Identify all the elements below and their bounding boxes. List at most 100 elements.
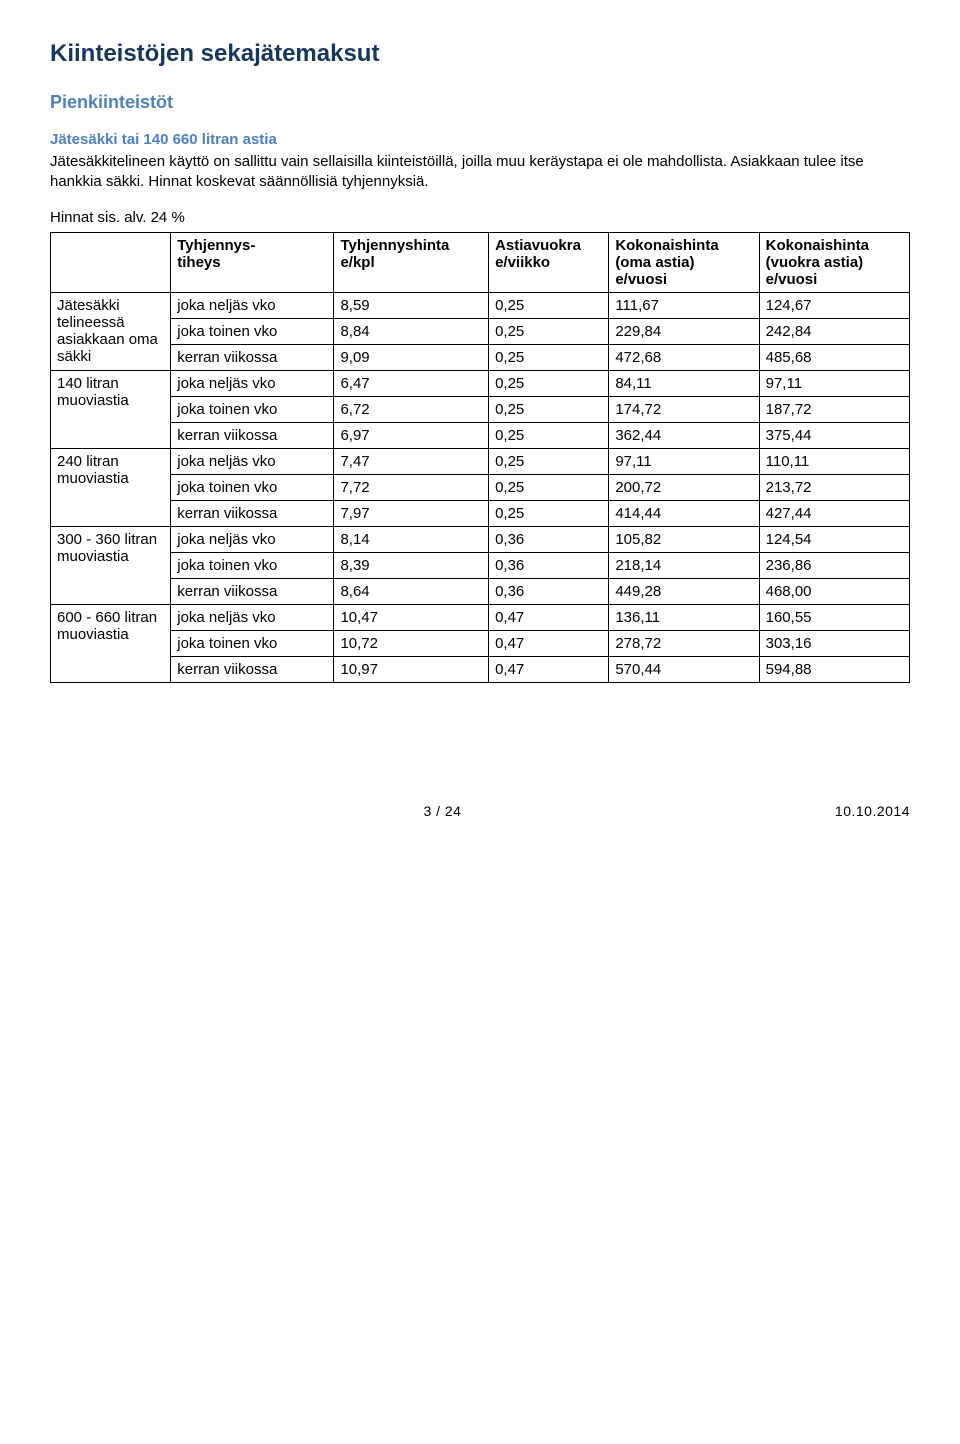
table-row: kerran viikossa9,090,25472,68485,68 [51,344,910,370]
table-row: kerran viikossa6,970,25362,44375,44 [51,422,910,448]
table-cell: 0,25 [489,370,609,396]
table-row: joka toinen vko8,390,36218,14236,86 [51,552,910,578]
table-cell: kerran viikossa [171,500,334,526]
table-cell: 0,36 [489,578,609,604]
table-cell: 0,47 [489,604,609,630]
table-cell: 303,16 [759,630,909,656]
table-cell: 0,25 [489,474,609,500]
table-cell: 468,00 [759,578,909,604]
price-table: Tyhjennys- tiheysTyhjennyshinta e/kplAst… [50,232,910,683]
table-cell: joka neljäs vko [171,292,334,318]
column-header: Kokonaishinta (vuokra astia) e/vuosi [759,232,909,292]
page-title: Kiinteistöjen sekajätemaksut [50,40,910,68]
group-label: 600 - 660 litran muoviastia [51,604,171,682]
table-cell: joka toinen vko [171,474,334,500]
column-header: Tyhjennyshinta e/kpl [334,232,489,292]
table-cell: 105,82 [609,526,759,552]
table-cell: 414,44 [609,500,759,526]
table-cell: 427,44 [759,500,909,526]
table-header: Tyhjennys- tiheysTyhjennyshinta e/kplAst… [51,232,910,292]
table-row: kerran viikossa7,970,25414,44427,44 [51,500,910,526]
table-cell: 111,67 [609,292,759,318]
table-row: 140 litran muoviastiajoka neljäs vko6,47… [51,370,910,396]
table-cell: 0,47 [489,656,609,682]
table-cell: 10,72 [334,630,489,656]
table-row: joka toinen vko6,720,25174,72187,72 [51,396,910,422]
table-cell: kerran viikossa [171,578,334,604]
table-cell: 97,11 [759,370,909,396]
table-cell: 136,11 [609,604,759,630]
section-title: Pienkiinteistöt [50,92,910,113]
group-label: 300 - 360 litran muoviastia [51,526,171,604]
table-cell: 236,86 [759,552,909,578]
table-cell: 6,47 [334,370,489,396]
table-row: Jätesäkki telineessä asiakkaan oma säkki… [51,292,910,318]
table-row: 240 litran muoviastiajoka neljäs vko7,47… [51,448,910,474]
group-label: 240 litran muoviastia [51,448,171,526]
table-cell: kerran viikossa [171,422,334,448]
table-cell: 7,72 [334,474,489,500]
table-cell: 10,47 [334,604,489,630]
table-cell: 174,72 [609,396,759,422]
table-cell: 200,72 [609,474,759,500]
table-row: joka toinen vko7,720,25200,72213,72 [51,474,910,500]
group-label: 140 litran muoviastia [51,370,171,448]
table-cell: joka neljäs vko [171,604,334,630]
table-cell: 0,47 [489,630,609,656]
table-cell: kerran viikossa [171,344,334,370]
table-cell: 84,11 [609,370,759,396]
table-cell: joka toinen vko [171,630,334,656]
table-cell: 213,72 [759,474,909,500]
column-header: Astiavuokra e/viikko [489,232,609,292]
table-cell: 0,25 [489,292,609,318]
subsection-title: Jätesäkki tai 140 660 litran astia [50,131,910,148]
table-cell: 0,25 [489,344,609,370]
table-cell: 0,25 [489,500,609,526]
table-cell: 8,59 [334,292,489,318]
table-cell: 229,84 [609,318,759,344]
table-cell: 362,44 [609,422,759,448]
table-cell: 0,25 [489,422,609,448]
table-cell: 278,72 [609,630,759,656]
table-cell: 0,25 [489,396,609,422]
table-cell: joka neljäs vko [171,526,334,552]
table-cell: 485,68 [759,344,909,370]
table-cell: 0,36 [489,526,609,552]
page-footer: 3 / 24 10.10.2014 [50,803,910,819]
table-cell: 110,11 [759,448,909,474]
table-row: 600 - 660 litran muoviastiajoka neljäs v… [51,604,910,630]
table-cell: 0,36 [489,552,609,578]
table-cell: 7,47 [334,448,489,474]
table-cell: joka neljäs vko [171,370,334,396]
table-cell: 124,54 [759,526,909,552]
footer-date: 10.10.2014 [835,803,910,819]
table-cell: 8,39 [334,552,489,578]
table-cell: 7,97 [334,500,489,526]
column-header: Kokonaishinta (oma astia) e/vuosi [609,232,759,292]
table-cell: 6,72 [334,396,489,422]
table-row: joka toinen vko8,840,25229,84242,84 [51,318,910,344]
table-cell: 124,67 [759,292,909,318]
table-cell: 187,72 [759,396,909,422]
table-cell: 594,88 [759,656,909,682]
page-number: 3 / 24 [50,803,835,819]
table-cell: 8,64 [334,578,489,604]
table-cell: 0,25 [489,448,609,474]
table-cell: 449,28 [609,578,759,604]
table-cell: 8,84 [334,318,489,344]
table-cell: 242,84 [759,318,909,344]
table-cell: 570,44 [609,656,759,682]
column-header: Tyhjennys- tiheys [171,232,334,292]
table-cell: 97,11 [609,448,759,474]
table-row: kerran viikossa8,640,36449,28468,00 [51,578,910,604]
table-cell: joka toinen vko [171,396,334,422]
table-cell: joka neljäs vko [171,448,334,474]
table-cell: kerran viikossa [171,656,334,682]
table-cell: 8,14 [334,526,489,552]
table-cell: joka toinen vko [171,318,334,344]
table-cell: joka toinen vko [171,552,334,578]
table-row: joka toinen vko10,720,47278,72303,16 [51,630,910,656]
column-header [51,232,171,292]
table-cell: 9,09 [334,344,489,370]
table-row: kerran viikossa10,970,47570,44594,88 [51,656,910,682]
